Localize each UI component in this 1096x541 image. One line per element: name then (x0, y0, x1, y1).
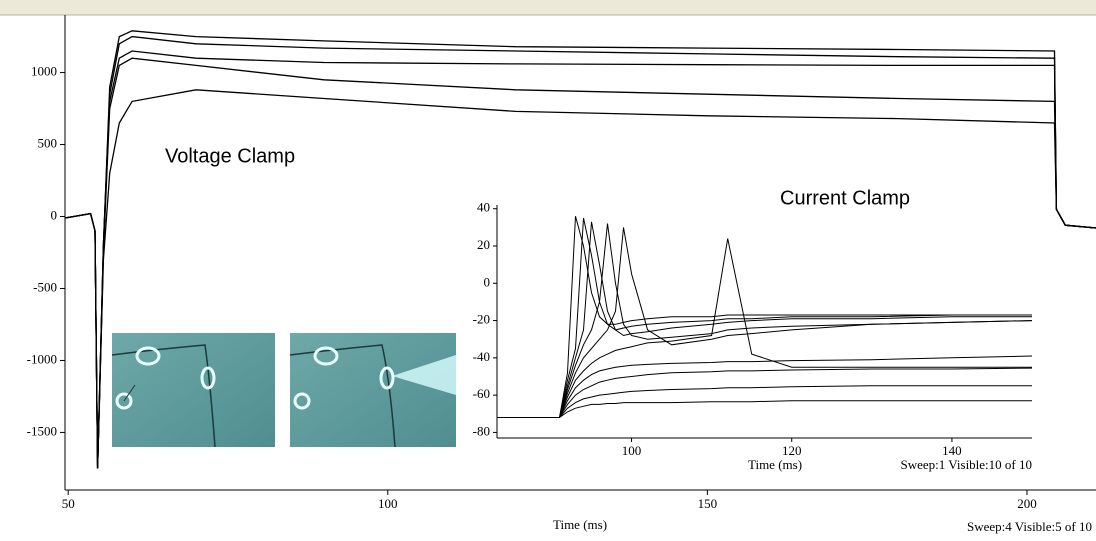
inset-plot: -80 -60 -40 -20 0 20 40 100 120 140 (473, 200, 1033, 458)
trace (497, 238, 1032, 418)
trace (497, 355, 1033, 418)
status-text: Sweep:4 Visible:5 of 10 (967, 519, 1092, 534)
y-tick-label: -60 (473, 386, 490, 401)
x-tick-label: 100 (622, 443, 642, 458)
y-tick-label: -40 (473, 349, 490, 364)
y-tick-label: -1000 (27, 351, 57, 366)
trace (497, 367, 1033, 418)
y-tick-label: -1500 (27, 423, 57, 438)
x-tick-label: 100 (378, 496, 398, 511)
x-axis-label: Time (ms) (553, 517, 607, 532)
y-tick-label: -500 (33, 279, 57, 294)
y-tick-label: 20 (477, 237, 490, 252)
x-axis-label: Time (ms) (748, 457, 802, 472)
trace (497, 216, 1032, 418)
trace (497, 221, 1032, 418)
trace (497, 385, 1032, 418)
y-tick-label: -80 (473, 423, 490, 438)
microscope-image (289, 333, 456, 448)
trace (497, 223, 1033, 418)
status-text: Sweep:1 Visible:10 of 10 (901, 457, 1033, 472)
x-tick-label: 150 (698, 496, 718, 511)
y-tick-label: -20 (473, 312, 490, 327)
annotation: Current Clamp (780, 187, 910, 209)
trace (64, 89, 1096, 469)
trace (497, 400, 1032, 418)
y-tick-label: 40 (477, 200, 490, 215)
x-tick-label: 50 (62, 496, 75, 511)
x-tick-label: 120 (782, 443, 802, 458)
x-tick-label: 140 (942, 443, 962, 458)
y-tick-label: 0 (51, 207, 58, 222)
x-tick-label: 200 (1017, 496, 1037, 511)
microscope-image (111, 333, 275, 448)
trace (497, 217, 1032, 418)
toolbar-strip (0, 0, 1096, 15)
annotation: Voltage Clamp (165, 145, 295, 167)
y-tick-label: 1000 (31, 64, 57, 79)
y-tick-label: 0 (484, 274, 491, 289)
y-tick-label: 500 (38, 136, 58, 151)
trace (497, 227, 1033, 418)
